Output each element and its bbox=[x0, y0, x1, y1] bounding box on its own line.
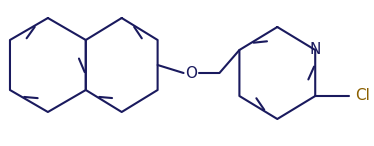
Text: Cl: Cl bbox=[355, 88, 370, 104]
Text: N: N bbox=[310, 42, 321, 58]
Text: O: O bbox=[186, 66, 197, 80]
